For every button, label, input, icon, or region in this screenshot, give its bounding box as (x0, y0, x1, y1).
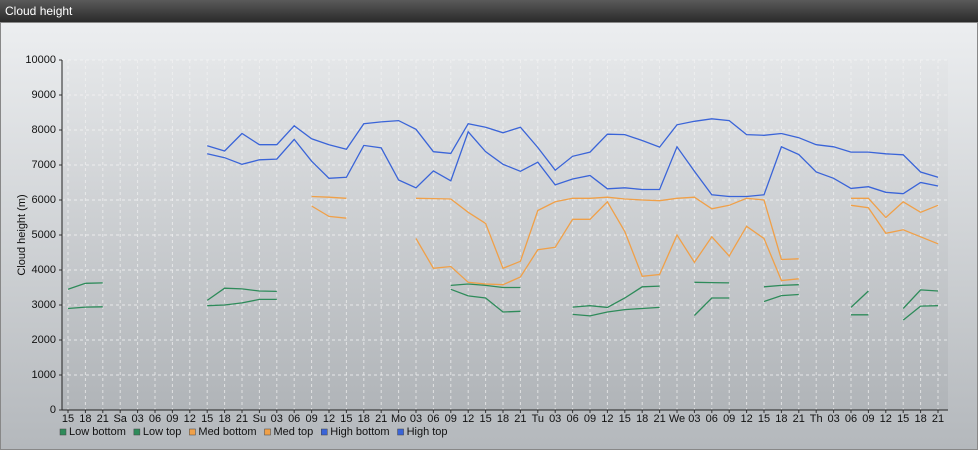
legend-swatch (264, 428, 271, 436)
legend-label: Low top (143, 426, 182, 438)
x-tick-label: 12 (601, 413, 613, 425)
x-tick-label: 21 (514, 413, 526, 425)
x-tick-label: 06 (706, 413, 718, 425)
x-tick-label: 03 (827, 413, 839, 425)
y-axis-title: Cloud height (m) (16, 194, 28, 275)
x-tick-label: 12 (462, 413, 474, 425)
y-tick-label: 9000 (32, 89, 56, 101)
x-tick-label: 12 (880, 413, 892, 425)
x-tick-label: Sa (113, 413, 127, 425)
x-tick-label: We (669, 413, 685, 425)
series-line (67, 281, 939, 309)
x-tick-label: 15 (897, 413, 909, 425)
x-tick-label: 18 (775, 413, 787, 425)
legend-label: Med bottom (198, 426, 256, 438)
x-tick-label: 03 (131, 413, 143, 425)
x-tick-label: 06 (288, 413, 300, 425)
x-tick-label: 15 (201, 413, 213, 425)
x-tick-label: 06 (566, 413, 578, 425)
x-tick-label: 18 (636, 413, 648, 425)
legend-swatch (59, 428, 67, 436)
legend-label: Low bottom (69, 426, 126, 438)
x-tick-label: 18 (497, 413, 509, 425)
legend-swatch (133, 428, 141, 436)
x-tick-label: 03 (549, 413, 561, 425)
x-tick-label: 21 (236, 413, 248, 425)
x-tick-label: 09 (445, 413, 457, 425)
x-tick-label: 03 (410, 413, 422, 425)
x-tick-label: 15 (479, 413, 491, 425)
legend-swatch (397, 428, 404, 436)
x-tick-label: 21 (932, 413, 944, 425)
x-tick-label: 18 (358, 413, 370, 425)
x-tick-label: 12 (184, 413, 196, 425)
x-tick-label: 09 (166, 413, 178, 425)
x-tick-label: 09 (305, 413, 317, 425)
x-tick-label: 09 (723, 413, 735, 425)
y-tick-label: 4000 (32, 264, 56, 276)
x-tick-label: 09 (584, 413, 596, 425)
series-line (311, 195, 939, 270)
x-tick-label: 06 (845, 413, 857, 425)
x-tick-label: 18 (218, 413, 230, 425)
series-line (207, 130, 939, 198)
y-tick-label: 2000 (32, 334, 56, 346)
x-tick-label: Th (810, 413, 823, 425)
y-tick-label: 5000 (32, 229, 56, 241)
y-tick-label: 1000 (32, 369, 56, 381)
x-tick-label: 06 (427, 413, 439, 425)
y-tick-label: 3000 (32, 299, 56, 311)
x-tick-label: 03 (688, 413, 700, 425)
y-tick-label: 10000 (25, 54, 56, 66)
x-tick-label: 03 (271, 413, 283, 425)
x-tick-label: 15 (619, 413, 631, 425)
series-line (67, 288, 939, 321)
x-tick-label: 12 (323, 413, 335, 425)
x-tick-label: 21 (97, 413, 109, 425)
x-tick-label: 18 (914, 413, 926, 425)
series-line (207, 118, 939, 178)
y-tick-label: 6000 (32, 194, 56, 206)
x-tick-label: Mo (391, 413, 406, 425)
y-tick-label: 0 (50, 404, 56, 416)
legend-swatch (321, 428, 328, 436)
legend-label: High top (407, 426, 448, 438)
x-tick-label: 18 (79, 413, 91, 425)
x-tick-label: 12 (740, 413, 752, 425)
x-tick-label: 06 (149, 413, 161, 425)
legend-label: Med top (274, 426, 314, 438)
x-tick-label: 15 (758, 413, 770, 425)
x-tick-label: 15 (340, 413, 352, 425)
legend-label: High bottom (330, 426, 389, 438)
x-tick-label: Su (253, 413, 266, 425)
x-tick-label: 21 (793, 413, 805, 425)
y-tick-label: 7000 (32, 159, 56, 171)
x-tick-label: 21 (375, 413, 387, 425)
window-title: Cloud height (0, 0, 978, 22)
series-line (311, 200, 939, 286)
x-tick-label: 09 (862, 413, 874, 425)
chart: Cloud height (m) 0 1000 2000 3000 4000 5000 60… (0, 22, 978, 450)
x-tick-label: 21 (653, 413, 665, 425)
x-tick-label: 15 (62, 413, 74, 425)
legend-swatch (189, 428, 196, 436)
x-tick-label: Tu (532, 413, 544, 425)
y-tick-label: 8000 (32, 124, 56, 136)
